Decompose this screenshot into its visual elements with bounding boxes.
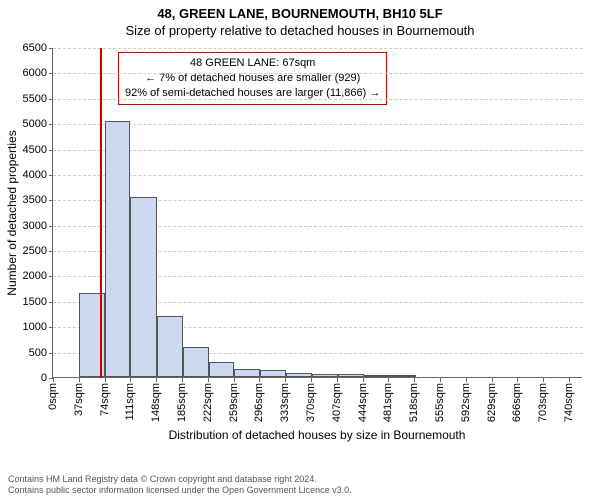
- ytick-mark: [49, 73, 53, 74]
- xtick-label: 370sqm: [305, 383, 317, 422]
- histogram-bar: [234, 369, 260, 377]
- xtick-label: 703sqm: [537, 383, 549, 422]
- xtick-mark: [440, 378, 441, 382]
- xtick-label: 148sqm: [150, 383, 162, 422]
- xtick-label: 185sqm: [176, 383, 188, 422]
- ytick-label: 5000: [7, 118, 47, 130]
- xtick-label: 296sqm: [253, 383, 265, 422]
- xtick-mark: [492, 378, 493, 382]
- plot-area: 48 GREEN LANE: 67sqm ← 7% of detached ho…: [52, 48, 582, 378]
- histogram-bar: [312, 374, 338, 377]
- xtick-mark: [79, 378, 80, 382]
- xtick-mark: [182, 378, 183, 382]
- xtick-label: 111sqm: [124, 383, 136, 421]
- gridline: [53, 150, 583, 151]
- ytick-mark: [49, 327, 53, 328]
- gridline: [53, 175, 583, 176]
- ytick-label: 6500: [7, 42, 47, 54]
- xtick-label: 407sqm: [331, 383, 343, 422]
- gridline: [53, 124, 583, 125]
- xtick-mark: [517, 378, 518, 382]
- xtick-label: 0sqm: [47, 383, 59, 410]
- ytick-mark: [49, 99, 53, 100]
- ytick-label: 3500: [7, 194, 47, 206]
- chart-title: 48, GREEN LANE, BOURNEMOUTH, BH10 5LF: [0, 0, 600, 21]
- ytick-mark: [49, 48, 53, 49]
- histogram-bar: [209, 362, 235, 377]
- ytick-mark: [49, 251, 53, 252]
- ytick-mark: [49, 276, 53, 277]
- footer-attribution: Contains HM Land Registry data © Crown c…: [8, 474, 592, 497]
- histogram-bar: [286, 373, 313, 377]
- xtick-mark: [388, 378, 389, 382]
- ytick-label: 500: [7, 347, 47, 359]
- ytick-label: 2500: [7, 245, 47, 257]
- footer-line1: Contains HM Land Registry data © Crown c…: [8, 474, 592, 485]
- gridline: [53, 73, 583, 74]
- marker-line: [100, 48, 102, 378]
- ytick-label: 4500: [7, 144, 47, 156]
- ytick-mark: [49, 200, 53, 201]
- xtick-mark: [130, 378, 131, 382]
- xtick-label: 629sqm: [486, 383, 498, 422]
- xtick-label: 555sqm: [434, 383, 446, 422]
- xtick-label: 222sqm: [202, 383, 214, 422]
- xtick-mark: [363, 378, 364, 382]
- xtick-label: 259sqm: [228, 383, 240, 422]
- ytick-mark: [49, 124, 53, 125]
- ytick-label: 0: [7, 372, 47, 384]
- xtick-mark: [156, 378, 157, 382]
- xtick-mark: [543, 378, 544, 382]
- histogram-bar: [338, 374, 364, 377]
- ytick-mark: [49, 353, 53, 354]
- xtick-mark: [414, 378, 415, 382]
- x-axis-label: Distribution of detached houses by size …: [52, 428, 582, 442]
- histogram-bar: [260, 370, 286, 377]
- xtick-mark: [208, 378, 209, 382]
- histogram-bar: [183, 347, 209, 377]
- ytick-label: 6000: [7, 67, 47, 79]
- ytick-label: 5500: [7, 93, 47, 105]
- xtick-label: 592sqm: [460, 383, 472, 422]
- gridline: [53, 99, 583, 100]
- xtick-label: 37sqm: [73, 383, 85, 416]
- xtick-mark: [53, 378, 54, 382]
- annotation-line1: 48 GREEN LANE: 67sqm: [125, 56, 380, 71]
- xtick-mark: [466, 378, 467, 382]
- chart-subtitle: Size of property relative to detached ho…: [0, 21, 600, 38]
- ytick-label: 3000: [7, 220, 47, 232]
- xtick-mark: [285, 378, 286, 382]
- xtick-label: 333sqm: [279, 383, 291, 422]
- xtick-label: 444sqm: [357, 383, 369, 422]
- footer-line2: Contains public sector information licen…: [8, 485, 592, 496]
- xtick-mark: [311, 378, 312, 382]
- xtick-label: 666sqm: [511, 383, 523, 422]
- ytick-label: 1500: [7, 296, 47, 308]
- histogram-bar: [157, 316, 183, 377]
- xtick-mark: [259, 378, 260, 382]
- ytick-mark: [49, 150, 53, 151]
- xtick-mark: [105, 378, 106, 382]
- ytick-mark: [49, 175, 53, 176]
- annotation-box: 48 GREEN LANE: 67sqm ← 7% of detached ho…: [118, 52, 387, 105]
- histogram-bar: [390, 375, 416, 377]
- ytick-label: 4000: [7, 169, 47, 181]
- ytick-label: 1000: [7, 321, 47, 333]
- xtick-mark: [337, 378, 338, 382]
- xtick-label: 518sqm: [408, 383, 420, 422]
- ytick-mark: [49, 302, 53, 303]
- xtick-label: 481sqm: [382, 383, 394, 422]
- histogram-bar: [105, 121, 131, 377]
- xtick-label: 740sqm: [563, 383, 575, 422]
- ytick-mark: [49, 226, 53, 227]
- ytick-label: 2000: [7, 270, 47, 282]
- histogram-bar: [364, 375, 390, 377]
- xtick-mark: [234, 378, 235, 382]
- histogram-bar: [130, 197, 157, 377]
- xtick-mark: [569, 378, 570, 382]
- xtick-label: 74sqm: [99, 383, 111, 416]
- gridline: [53, 48, 583, 49]
- chart-container: Number of detached properties 48 GREEN L…: [52, 48, 582, 418]
